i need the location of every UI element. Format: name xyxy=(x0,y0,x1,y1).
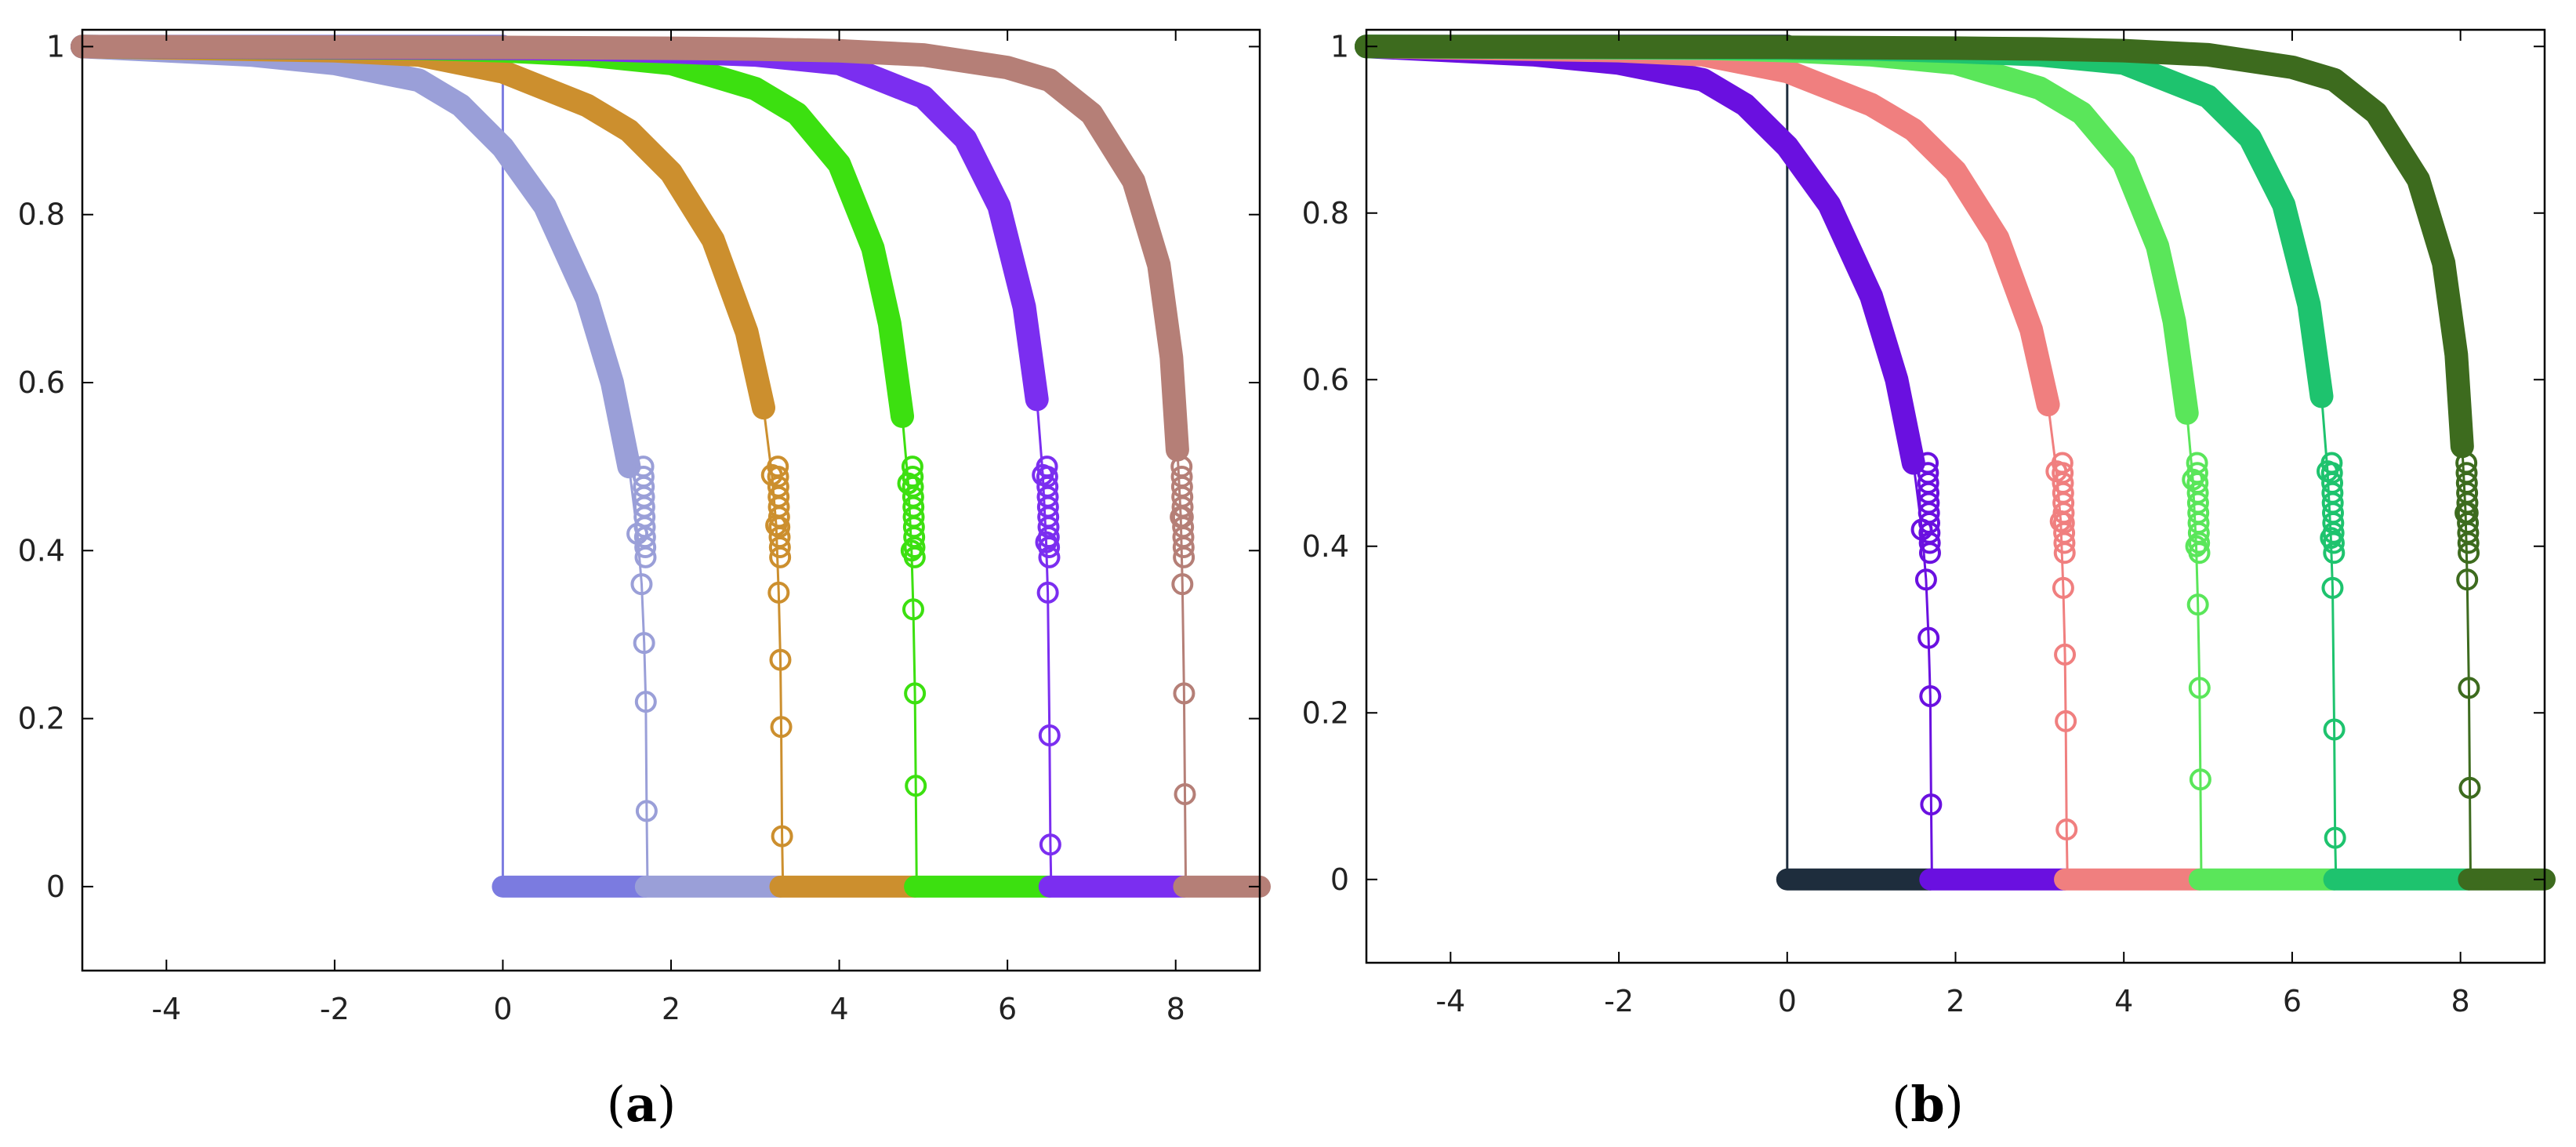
x-tick-label: -4 xyxy=(151,992,181,1026)
data-point xyxy=(903,546,926,568)
series-band xyxy=(1355,34,2199,425)
series-3 xyxy=(1355,34,2545,891)
data-point xyxy=(1918,542,1941,564)
data-point xyxy=(2323,718,2346,741)
y-tick-label: 0 xyxy=(46,869,65,904)
data-point xyxy=(902,598,924,621)
data-point xyxy=(769,648,792,671)
data-point xyxy=(634,691,657,713)
data-point xyxy=(634,546,657,568)
x-tick-label: 6 xyxy=(2283,984,2302,1018)
y-tick-label: 0.8 xyxy=(1302,196,1349,230)
series-band xyxy=(71,34,1189,462)
series-6 xyxy=(71,34,1271,898)
data-point xyxy=(2186,593,2209,616)
data-point xyxy=(1920,793,1943,816)
y-tick-label: 1 xyxy=(1330,29,1349,64)
y-tick-label: 0.6 xyxy=(1302,362,1349,397)
y-tick-label: 0.2 xyxy=(18,702,65,736)
data-point xyxy=(635,800,658,822)
x-tick-label: 4 xyxy=(2114,984,2133,1018)
data-point xyxy=(1036,581,1059,604)
data-point xyxy=(904,682,927,705)
data-point xyxy=(2055,819,2078,840)
data-point xyxy=(634,536,657,558)
data-point xyxy=(1173,546,1195,568)
x-tick-label: 2 xyxy=(662,992,680,1026)
data-point xyxy=(1174,783,1196,805)
data-point xyxy=(2458,542,2480,564)
series-band xyxy=(71,34,641,479)
y-tick-label: 0.4 xyxy=(18,533,65,568)
data-point xyxy=(2189,768,2211,791)
series-band xyxy=(1355,34,2060,417)
data-point xyxy=(2188,542,2211,564)
data-point xyxy=(630,573,653,596)
data-point xyxy=(633,632,655,655)
data-point xyxy=(2458,776,2481,799)
data-point xyxy=(2456,568,2479,591)
panel-label-a: (a) xyxy=(606,1076,677,1133)
data-point xyxy=(1917,626,1940,649)
y-tick-label: 0.4 xyxy=(1302,529,1349,564)
x-tick-label: -4 xyxy=(1435,984,1465,1018)
data-point xyxy=(2322,532,2345,554)
data-point xyxy=(1038,536,1061,558)
chart-b-svg: -4 -2 0 2 4 6 8 0 0.2 0.4 0.6 0.8 1 xyxy=(1302,28,2556,1018)
chart-panel-a: -4 -2 0 2 4 6 8 0 0.2 0.4 0.6 0.8 1 (a) xyxy=(18,28,1271,1133)
data-point xyxy=(2458,677,2480,699)
series-band xyxy=(71,34,914,428)
x-tick-label: -2 xyxy=(1604,984,1634,1018)
x-tick-label: 0 xyxy=(493,992,512,1026)
x-tick-label: 8 xyxy=(1166,992,1185,1026)
data-point xyxy=(2055,710,2077,732)
data-point xyxy=(769,546,792,568)
series-band xyxy=(71,34,775,420)
y-tick-label: 0.8 xyxy=(18,198,65,232)
data-point xyxy=(2188,677,2211,699)
y-tick-label: 1 xyxy=(46,29,65,64)
data-point xyxy=(2323,542,2346,564)
data-point xyxy=(2052,576,2074,599)
data-point xyxy=(2321,576,2344,599)
x-tick-label: 4 xyxy=(829,992,848,1026)
data-point xyxy=(903,536,926,558)
data-point xyxy=(2053,542,2076,564)
x-tick-label: -2 xyxy=(320,992,350,1026)
y-tick-label: 0 xyxy=(1330,862,1349,897)
data-point xyxy=(771,825,793,848)
series-band xyxy=(1355,34,2474,459)
data-point xyxy=(770,716,793,739)
data-point xyxy=(2324,826,2346,849)
data-point xyxy=(1038,546,1061,568)
data-point xyxy=(1172,536,1195,558)
chart-panel-b: -4 -2 0 2 4 6 8 0 0.2 0.4 0.6 0.8 1 (b) xyxy=(1288,0,2576,1147)
series-6 xyxy=(1355,34,2556,891)
data-point xyxy=(1171,573,1194,596)
y-tick-label: 0.6 xyxy=(18,365,65,400)
series-band xyxy=(1355,34,1925,475)
x-tick-label: 2 xyxy=(1946,984,1965,1018)
data-point xyxy=(1919,685,1942,707)
data-point xyxy=(2054,643,2077,666)
x-tick-label: 8 xyxy=(2451,984,2470,1018)
data-point xyxy=(767,581,790,604)
data-point xyxy=(2188,532,2211,554)
x-tick-label: 6 xyxy=(998,992,1017,1026)
chart-a-svg: -4 -2 0 2 4 6 8 0 0.2 0.4 0.6 0.8 1 xyxy=(18,28,1271,1026)
data-point xyxy=(1918,532,1941,554)
data-point xyxy=(905,775,927,797)
x-tick-label: 0 xyxy=(1778,984,1797,1018)
panel-label-b: (b) xyxy=(1892,1076,1964,1133)
data-point xyxy=(1914,568,1937,591)
data-point xyxy=(1038,724,1061,746)
y-tick-label: 0.2 xyxy=(1302,695,1349,730)
data-point xyxy=(768,536,791,558)
data-point xyxy=(2053,532,2076,554)
series-3 xyxy=(71,34,1260,898)
data-point xyxy=(1173,682,1195,705)
data-point xyxy=(2457,532,2480,554)
data-point xyxy=(1039,833,1061,856)
